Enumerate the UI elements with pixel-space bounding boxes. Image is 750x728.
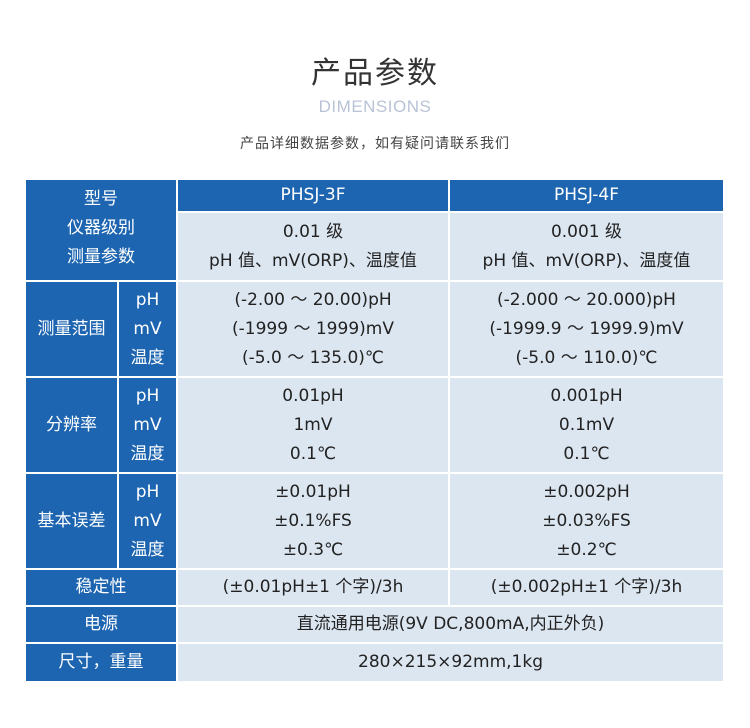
value: ±0.2℃ (556, 539, 617, 560)
stability-value-1: (±0.01pH±1 个字)/3h (178, 570, 448, 605)
value: 0.1mV (558, 414, 615, 435)
label-power: 电源 (26, 607, 176, 642)
value: ±0.01pH (275, 481, 351, 502)
sub-label-mv: mV (133, 318, 162, 339)
error-values-1: ±0.01pH ±0.1%FS ±0.3℃ (178, 474, 448, 568)
value: (-2.000 ～ 20.000)pH (497, 289, 676, 310)
page-description: 产品详细数据参数，如有疑问请联系我们 (240, 136, 510, 152)
label-model-grade-params: 型号 仪器级别 测量参数 (26, 180, 176, 280)
value: ±0.03%FS (542, 510, 631, 531)
value: 0.1℃ (289, 443, 337, 464)
model-header-2: PHSJ-4F (450, 180, 723, 211)
size-value: 280×215×92mm,1kg (178, 644, 723, 681)
value: (-1999.9 ～ 1999.9)mV (489, 318, 684, 339)
power-value: 直流通用电源(9V DC,800mA,内正外负) (178, 607, 723, 642)
value: ±0.002pH (543, 481, 630, 502)
sub-label-ph: pH (135, 289, 160, 310)
sub-labels: pH mV 温度 (119, 474, 176, 568)
resolution-values-1: 0.01pH 1mV 0.1℃ (178, 378, 448, 472)
label-resolution: 分辨率 (26, 378, 117, 472)
value: ±0.3℃ (282, 539, 344, 560)
value: ±0.1%FS (274, 510, 352, 531)
label-stability: 稳定性 (26, 570, 176, 605)
label-params: 测量参数 (67, 247, 135, 267)
sub-labels: pH mV 温度 (119, 282, 176, 376)
value: 0.01pH (282, 385, 344, 406)
resolution-values-2: 0.001pH 0.1mV 0.1℃ (450, 378, 723, 472)
label-model: 型号 (84, 189, 118, 209)
grade-value: 0.001 级 (550, 221, 623, 242)
params-value: pH 值、mV(ORP)、温度值 (482, 250, 691, 271)
range-values-2: (-2.000 ～ 20.000)pH (-1999.9 ～ 1999.9)mV… (450, 282, 723, 376)
model-header-1: PHSJ-3F (178, 180, 448, 211)
sub-label-temp: 温度 (130, 443, 165, 464)
value: (-5.0 ～ 135.0)℃ (241, 347, 384, 368)
sub-label-ph: pH (135, 481, 160, 502)
value: (-5.0 ～ 110.0)℃ (515, 347, 658, 368)
page-title: 产品参数 (311, 56, 439, 91)
grade-params-1: 0.01 级 pH 值、mV(ORP)、温度值 (178, 213, 448, 280)
label-error: 基本误差 (26, 474, 117, 568)
sub-label-ph: pH (135, 385, 160, 406)
sub-label-mv: mV (133, 510, 162, 531)
sub-label-mv: mV (133, 414, 162, 435)
params-value: pH 值、mV(ORP)、温度值 (209, 250, 417, 271)
value: 0.1℃ (563, 443, 610, 464)
label-grade: 仪器级别 (67, 218, 135, 238)
spec-table: 型号 仪器级别 测量参数 PHSJ-3F PHSJ-4F 0.01 级 pH 值… (26, 180, 723, 681)
label-range: 测量范围 (26, 282, 117, 376)
sub-labels: pH mV 温度 (119, 378, 176, 472)
error-values-2: ±0.002pH ±0.03%FS ±0.2℃ (450, 474, 723, 568)
sub-label-temp: 温度 (130, 347, 165, 368)
label-size: 尺寸，重量 (26, 644, 176, 681)
grade-params-2: 0.001 级 pH 值、mV(ORP)、温度值 (450, 213, 723, 280)
range-values-1: (-2.00 ～ 20.00)pH (-1999 ～ 1999)mV (-5.0… (178, 282, 448, 376)
stability-value-2: (±0.002pH±1 个字)/3h (450, 570, 723, 605)
sub-label-temp: 温度 (130, 539, 165, 560)
value: 0.001pH (550, 385, 623, 406)
value: (-2.00 ～ 20.00)pH (234, 289, 392, 310)
value: (-1999 ～ 1999)mV (232, 318, 394, 339)
page-subtitle: DIMENSIONS (318, 97, 432, 116)
grade-value: 0.01 级 (282, 221, 344, 242)
value: 1mV (293, 414, 333, 435)
